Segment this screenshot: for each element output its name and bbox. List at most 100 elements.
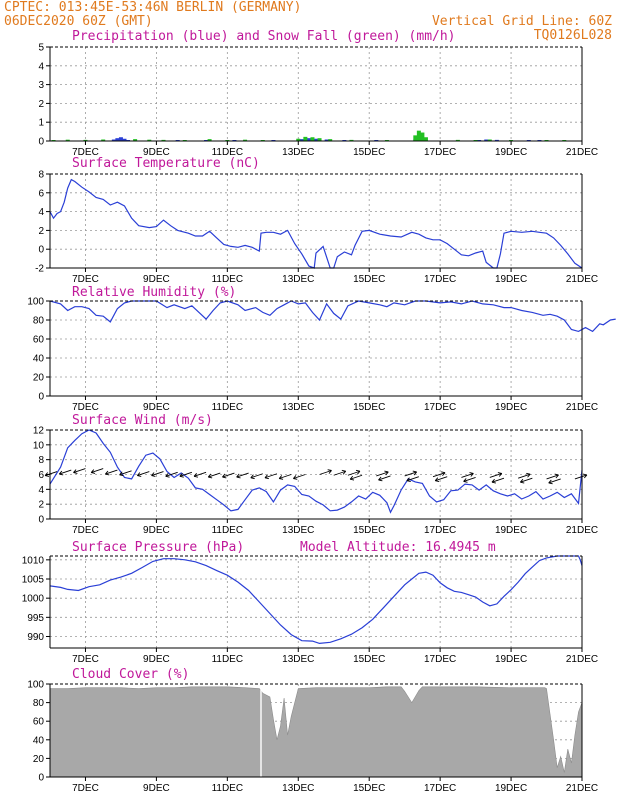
wind-ytick-label: 6 bbox=[38, 470, 44, 481]
wind-arrow bbox=[179, 471, 193, 477]
wind-arrow-head bbox=[341, 469, 347, 475]
wind-arrow bbox=[222, 472, 235, 478]
precipitation-xtick-label: 13DEC bbox=[282, 147, 314, 158]
wind-arrow bbox=[91, 468, 104, 473]
panel-annotation-altitude: Model Altitude: 16.4945 m bbox=[300, 540, 496, 555]
wind-arrow-head bbox=[207, 473, 213, 479]
pressure-xtick-label: 13DEC bbox=[282, 654, 314, 665]
panel-title-wind: Surface Wind (m/s) bbox=[72, 413, 213, 428]
precipitation-bar bbox=[328, 139, 333, 141]
wind-arrow-head bbox=[151, 472, 156, 477]
pressure-ytick-label: 1005 bbox=[22, 575, 45, 586]
precipitation-xtick-label: 17DEC bbox=[424, 147, 456, 158]
precipitation-bar bbox=[243, 139, 248, 141]
wind-arrow-head bbox=[179, 472, 184, 478]
wind-arrow-head bbox=[497, 472, 503, 477]
wind-ytick-label: 4 bbox=[38, 485, 44, 496]
wind-arrow bbox=[347, 470, 361, 476]
wind-arrow bbox=[193, 471, 207, 477]
wind-arrow bbox=[165, 471, 178, 477]
wind-arrow bbox=[406, 476, 419, 482]
wind-xtick-label: 17DEC bbox=[424, 525, 456, 536]
wind-arrow-head bbox=[384, 470, 389, 476]
wind-arrow bbox=[105, 469, 118, 475]
temperature-xtick-label: 21DEC bbox=[566, 274, 598, 285]
humidity-xtick-label: 7DEC bbox=[72, 402, 99, 413]
wind-arrow bbox=[319, 470, 332, 475]
panel-title-temperature: Surface Temperature (nC) bbox=[72, 156, 260, 171]
cloud-ytick-label: 100 bbox=[27, 680, 44, 691]
temperature-xtick-label: 19DEC bbox=[495, 274, 527, 285]
temperature-xtick-label: 11DEC bbox=[212, 274, 244, 285]
header-location: CPTEC: 013:45E-53:46N BERLIN (GERMANY) bbox=[4, 0, 301, 15]
wind-arrow bbox=[250, 473, 263, 479]
wind-arrow-head bbox=[58, 470, 64, 476]
wind-xtick-label: 13DEC bbox=[282, 525, 314, 536]
precipitation-ytick-label: 2 bbox=[38, 99, 44, 110]
wind-arrow bbox=[432, 472, 446, 478]
humidity-ytick-label: 80 bbox=[33, 316, 45, 327]
wind-xtick-label: 19DEC bbox=[495, 525, 527, 536]
wind-arrow-head bbox=[378, 476, 383, 482]
precipitation-bar bbox=[306, 138, 311, 141]
wind-arrow bbox=[119, 470, 132, 476]
precipitation-ytick-label: 1 bbox=[38, 118, 44, 129]
precipitation-xtick-label: 9DEC bbox=[143, 147, 170, 158]
wind-arrow-head bbox=[165, 472, 170, 478]
wind-arrow-head bbox=[119, 471, 124, 477]
wind-arrow bbox=[520, 477, 533, 483]
pressure-xtick-label: 9DEC bbox=[143, 654, 170, 665]
wind-series-line bbox=[49, 429, 583, 514]
wind-arrow-head bbox=[222, 473, 227, 479]
wind-ytick-label: 10 bbox=[33, 440, 45, 451]
cloud-ytick-label: 80 bbox=[33, 698, 45, 709]
wind-arrow-head bbox=[582, 473, 588, 479]
cloud-ytick-label: 0 bbox=[38, 773, 44, 784]
humidity-ytick-label: 40 bbox=[33, 354, 45, 365]
temperature-ytick-label: 2 bbox=[38, 226, 44, 237]
wind-arrow-head bbox=[73, 469, 78, 474]
humidity-xtick-label: 17DEC bbox=[424, 402, 456, 413]
wind-arrow bbox=[137, 471, 150, 476]
wind-arrow bbox=[333, 470, 346, 476]
humidity-ytick-label: 100 bbox=[27, 297, 44, 308]
pressure-ytick-label: 1000 bbox=[22, 594, 45, 605]
pressure-xtick-label: 7DEC bbox=[72, 654, 99, 665]
wind-ytick-label: 12 bbox=[33, 426, 45, 437]
panel-title-pressure: Surface Pressure (hPa) bbox=[72, 540, 244, 555]
wind-arrow-head bbox=[105, 470, 110, 476]
cloud-xtick-label: 11DEC bbox=[212, 783, 244, 794]
cloud-xtick-label: 13DEC bbox=[282, 783, 314, 794]
wind-xtick-label: 15DEC bbox=[353, 525, 385, 536]
precipitation-ytick-label: 4 bbox=[38, 61, 44, 72]
humidity-xtick-label: 13DEC bbox=[282, 402, 314, 413]
wind-arrow bbox=[491, 477, 505, 483]
wind-arrow bbox=[349, 474, 363, 480]
temperature-xtick-label: 13DEC bbox=[282, 274, 314, 285]
precipitation-bar bbox=[115, 138, 120, 141]
humidity-ytick-label: 20 bbox=[33, 373, 45, 384]
pressure-ytick-label: 1010 bbox=[22, 555, 45, 566]
precipitation-bar bbox=[65, 139, 70, 141]
wind-arrow bbox=[461, 473, 474, 478]
wind-arrow-head bbox=[526, 472, 531, 478]
wind-xtick-label: 11DEC bbox=[212, 525, 244, 536]
pressure-xtick-label: 11DEC bbox=[212, 654, 244, 665]
precipitation-bar bbox=[83, 139, 88, 141]
panel-title-humidity: Relative Humidity (%) bbox=[72, 285, 236, 300]
temperature-ytick-label: 8 bbox=[38, 170, 44, 181]
wind-arrow-head bbox=[520, 478, 525, 484]
wind-arrow bbox=[59, 469, 72, 475]
pressure-xtick-label: 17DEC bbox=[424, 654, 456, 665]
wind-arrow bbox=[376, 471, 389, 477]
cloud-ytick-label: 40 bbox=[33, 735, 45, 746]
wind-arrow-head bbox=[136, 472, 142, 477]
precipitation-xtick-label: 19DEC bbox=[495, 147, 527, 158]
wind-arrow bbox=[546, 474, 559, 480]
precipitation-bar bbox=[314, 138, 318, 141]
temperature-xtick-label: 7DEC bbox=[72, 274, 99, 285]
wind-ytick-label: 2 bbox=[38, 500, 44, 511]
temperature-ytick-label: 4 bbox=[38, 207, 44, 218]
